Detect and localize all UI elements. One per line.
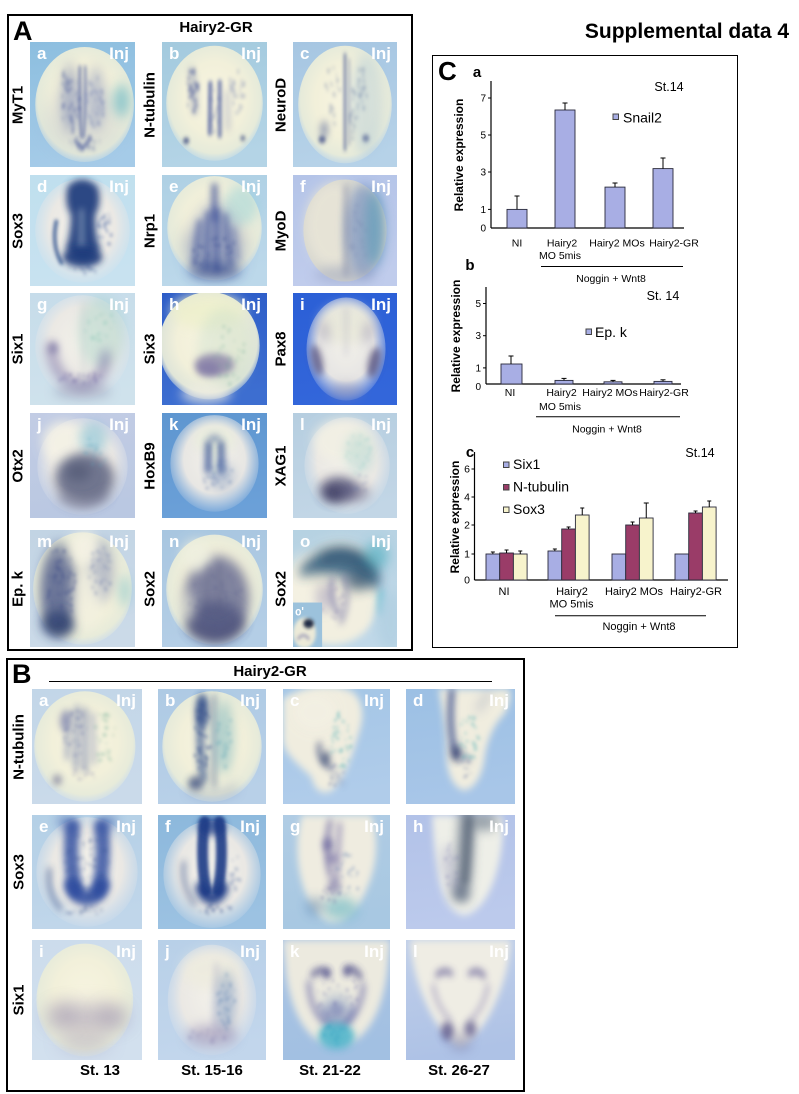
svg-text:1: 1 [480, 205, 486, 216]
svg-text:2: 2 [464, 520, 470, 532]
svg-text:Hairy2 MOs: Hairy2 MOs [605, 586, 664, 598]
svg-text:Hairy2-GR: Hairy2-GR [670, 586, 722, 598]
svg-text:0: 0 [475, 382, 481, 393]
svg-text:4: 4 [464, 492, 470, 504]
svg-text:NI: NI [499, 586, 510, 598]
svg-text:NI: NI [512, 238, 523, 250]
svg-text:MO 5mis: MO 5mis [539, 401, 581, 413]
svg-text:c: c [466, 444, 474, 461]
svg-text:Six1: Six1 [513, 456, 540, 472]
svg-text:0: 0 [464, 575, 470, 587]
svg-text:Noggin + Wnt8: Noggin + Wnt8 [572, 424, 642, 436]
svg-text:3: 3 [475, 331, 481, 342]
svg-text:Noggin + Wnt8: Noggin + Wnt8 [576, 273, 646, 285]
svg-text:Hairy2-GR: Hairy2-GR [649, 238, 699, 250]
svg-text:Relative expression: Relative expression [452, 99, 466, 212]
svg-text:Snail2: Snail2 [623, 110, 662, 126]
svg-text:Noggin + Wnt8: Noggin + Wnt8 [602, 621, 675, 633]
svg-text:3: 3 [480, 168, 486, 179]
svg-text:5: 5 [480, 131, 486, 142]
svg-text:1: 1 [475, 363, 481, 374]
svg-text:St.14: St.14 [685, 446, 714, 460]
svg-text:o': o' [295, 606, 304, 619]
svg-text:Sox3: Sox3 [513, 501, 545, 517]
svg-text:5: 5 [475, 299, 481, 310]
svg-text:C: C [438, 56, 457, 86]
svg-text:MO 5mis: MO 5mis [550, 599, 595, 611]
svg-text:Ep. k: Ep. k [595, 324, 628, 340]
svg-text:0: 0 [480, 224, 486, 235]
svg-text:St.14: St.14 [654, 80, 683, 94]
svg-text:MO 5mis: MO 5mis [539, 250, 581, 262]
svg-text:Hairy2: Hairy2 [556, 586, 588, 598]
svg-text:NI: NI [505, 387, 516, 399]
svg-text:Relative expression: Relative expression [449, 280, 463, 393]
svg-text:b: b [465, 257, 474, 274]
svg-text:St. 14: St. 14 [647, 289, 680, 303]
svg-text:Hairy2: Hairy2 [546, 387, 577, 399]
svg-text:N-tubulin: N-tubulin [513, 479, 569, 495]
svg-text:Hairy2: Hairy2 [547, 238, 578, 250]
svg-text:6: 6 [464, 464, 470, 476]
svg-text:a: a [473, 64, 482, 81]
svg-text:Relative expression: Relative expression [448, 461, 462, 574]
svg-text:Hairy2 MOs: Hairy2 MOs [582, 387, 637, 399]
svg-text:7: 7 [480, 94, 486, 105]
svg-text:Hairy2 MOs: Hairy2 MOs [589, 238, 644, 250]
svg-text:1: 1 [464, 549, 470, 561]
svg-text:Hairy2-GR: Hairy2-GR [639, 387, 689, 399]
